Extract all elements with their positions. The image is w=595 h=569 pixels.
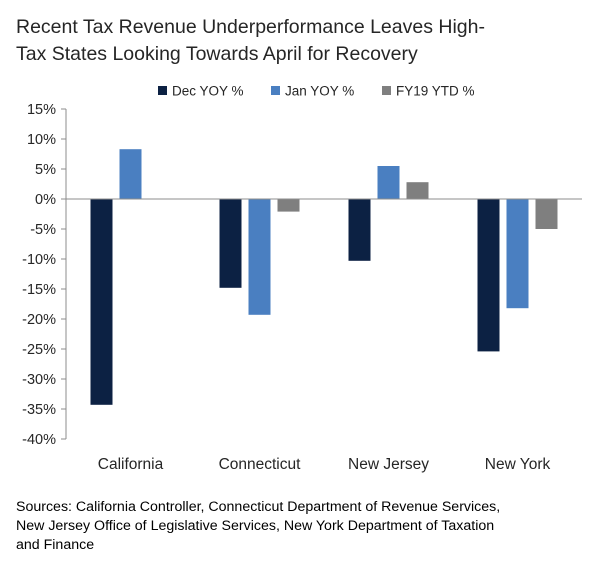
legend-label: Dec YOY %	[172, 84, 244, 99]
x-tick-label: New York	[485, 456, 551, 473]
y-tick-label: 0%	[35, 192, 56, 208]
bar	[377, 166, 400, 199]
y-tick-label: -15%	[22, 282, 56, 298]
y-tick-label: 15%	[27, 102, 56, 118]
y-tick-label: -25%	[22, 342, 56, 358]
y-tick-label: -35%	[22, 402, 56, 418]
bar	[535, 199, 558, 229]
legend-swatch	[271, 86, 280, 95]
y-tick-label: 5%	[35, 162, 56, 178]
y-tick-label: 10%	[27, 132, 56, 148]
x-tick-label: New Jersey	[348, 456, 429, 473]
x-tick-label: California	[98, 456, 164, 473]
bar	[90, 199, 113, 405]
bar	[119, 149, 142, 199]
y-tick-label: -5%	[30, 222, 56, 238]
bar	[506, 199, 529, 309]
source-note: Sources: California Controller, Connecti…	[16, 498, 586, 555]
bar	[348, 199, 371, 261]
bar	[219, 199, 242, 288]
bar	[277, 199, 300, 212]
bar	[477, 199, 500, 352]
legend-label: Jan YOY %	[285, 84, 354, 99]
chart-title: Recent Tax Revenue Underperformance Leav…	[16, 14, 576, 68]
source-line-3: and Finance	[16, 537, 95, 553]
legend-swatch	[158, 86, 167, 95]
legend-swatch	[382, 86, 391, 95]
legend-label: FY19 YTD %	[396, 84, 475, 99]
source-line-1: Sources: California Controller, Connecti…	[16, 499, 501, 515]
x-tick-label: Connecticut	[219, 456, 302, 473]
bar	[406, 182, 429, 199]
y-tick-label: -30%	[22, 372, 56, 388]
y-tick-label: -10%	[22, 252, 56, 268]
chart-title-line-1: Recent Tax Revenue Underperformance Leav…	[16, 16, 485, 38]
bar	[248, 199, 271, 315]
chart-title-line-2: Tax States Looking Towards April for Rec…	[16, 43, 418, 65]
y-tick-label: -40%	[22, 432, 56, 448]
source-line-2: New Jersey Office of Legislative Service…	[16, 518, 495, 534]
y-tick-label: -20%	[22, 312, 56, 328]
